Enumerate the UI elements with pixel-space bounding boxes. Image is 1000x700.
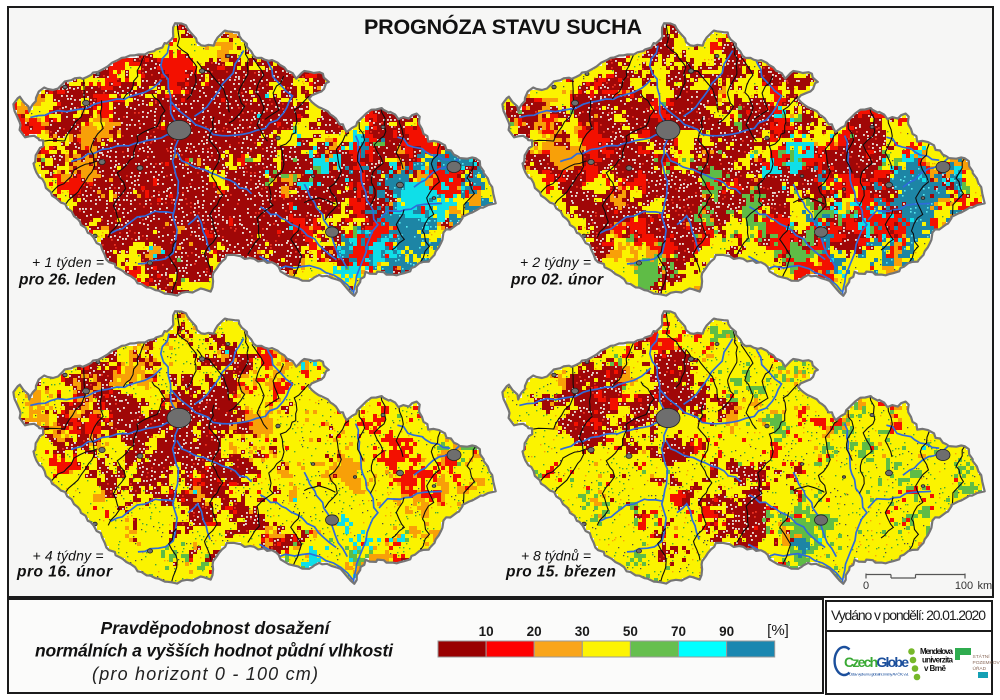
svg-text:v Brně: v Brně bbox=[924, 664, 947, 673]
svg-text:90: 90 bbox=[719, 624, 734, 639]
svg-text:pro 02. únor: pro 02. únor bbox=[510, 272, 604, 289]
svg-text:100: 100 bbox=[955, 580, 973, 592]
svg-text:STÁTNÍ: STÁTNÍ bbox=[973, 653, 991, 660]
svg-text:+ 1 týden =: + 1 týden = bbox=[32, 254, 104, 270]
svg-text:Pravděpodobnost dosažení: Pravděpodobnost dosažení bbox=[101, 618, 332, 638]
svg-text:70: 70 bbox=[671, 624, 686, 639]
svg-text:Mendelova: Mendelova bbox=[920, 647, 954, 656]
svg-text:10: 10 bbox=[479, 624, 494, 639]
svg-text:pro 26. leden: pro 26. leden bbox=[18, 272, 116, 289]
svg-text:pro 15. březen: pro 15. březen bbox=[505, 564, 616, 581]
svg-text:30: 30 bbox=[575, 624, 590, 639]
svg-text:0: 0 bbox=[863, 580, 869, 592]
svg-text:normálních a vyšších hodnot pů: normálních a vyšších hodnot půdní vlhkos… bbox=[35, 641, 394, 661]
svg-text:[%]: [%] bbox=[767, 622, 789, 639]
svg-text:km: km bbox=[978, 580, 993, 592]
svg-text:+ 2 týdny =: + 2 týdny = bbox=[520, 254, 591, 270]
svg-text:Ústav výzkumu globální změny A: Ústav výzkumu globální změny AV ČR, v.v.… bbox=[849, 672, 909, 677]
svg-text:ÚŘAD: ÚŘAD bbox=[973, 664, 987, 672]
svg-text:PROGNÓZA STAVU SUCHA: PROGNÓZA STAVU SUCHA bbox=[364, 14, 642, 39]
svg-text:pro 16. únor: pro 16. únor bbox=[16, 564, 113, 581]
svg-text:Vydáno v pondělí: 20.01.2020: Vydáno v pondělí: 20.01.2020 bbox=[831, 607, 986, 623]
svg-text:+ 4 týdny =: + 4 týdny = bbox=[33, 548, 104, 564]
svg-text:+ 8 týdnů =: + 8 týdnů = bbox=[521, 548, 591, 564]
svg-text:univerzita: univerzita bbox=[922, 656, 954, 665]
svg-text:CzechGlobe: CzechGlobe bbox=[844, 654, 909, 670]
svg-text:20: 20 bbox=[527, 624, 542, 639]
svg-text:50: 50 bbox=[623, 624, 638, 639]
svg-text:(pro horizont 0 - 100 cm): (pro horizont 0 - 100 cm) bbox=[92, 664, 318, 684]
svg-text:POZEMKOVÝ: POZEMKOVÝ bbox=[973, 659, 1000, 666]
